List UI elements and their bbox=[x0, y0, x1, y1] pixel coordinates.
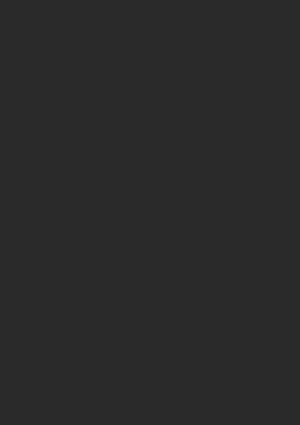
Text: General: General bbox=[10, 40, 43, 49]
FancyBboxPatch shape bbox=[6, 258, 294, 345]
Text: Features: Features bbox=[10, 248, 47, 257]
Text: . . . .: . . . . bbox=[258, 8, 268, 13]
Text: The RD×D-Series use a molded one-piece design for
parallel mounting on a PCB. De: The RD×D-Series use a molded one-piece d… bbox=[10, 54, 145, 72]
Text: control equipment, measuring instruments, and report
equipment.: control equipment, measuring instruments… bbox=[152, 366, 290, 377]
Text: (1) Compact and sturdy due to a metal shell.
(2) Simple construction of RD type : (1) Compact and sturdy due to a metal sh… bbox=[10, 262, 138, 306]
Text: КИПП
ЭЛЕКТРОНИКА: КИПП ЭЛЕКТРОНИКА bbox=[108, 174, 192, 196]
Text: Applications: Applications bbox=[10, 352, 63, 361]
Text: RD×D SERIES  RIGHT-ANGLE TYPE CONNECTORS: RD×D SERIES RIGHT-ANGLE TYPE CONNECTORS bbox=[52, 17, 247, 26]
Text: Most suitable for modems in communications equip-
ment such as computers, periph: Most suitable for modems in communicatio… bbox=[10, 366, 144, 377]
Text: \: \ bbox=[3, 8, 5, 14]
Text: suitable for labor-saving in connection work and en-
hancing the reliability of : suitable for labor-saving in connection … bbox=[152, 54, 283, 72]
Text: 19: 19 bbox=[280, 408, 290, 417]
FancyBboxPatch shape bbox=[6, 362, 294, 407]
FancyBboxPatch shape bbox=[6, 50, 294, 102]
FancyBboxPatch shape bbox=[6, 108, 294, 242]
Text: dip soldering (PDI), crimping (CDI), and ribbon IDC
termination (FD).
(6) Uses i: dip soldering (PDI), crimping (CDI), and… bbox=[152, 262, 282, 299]
